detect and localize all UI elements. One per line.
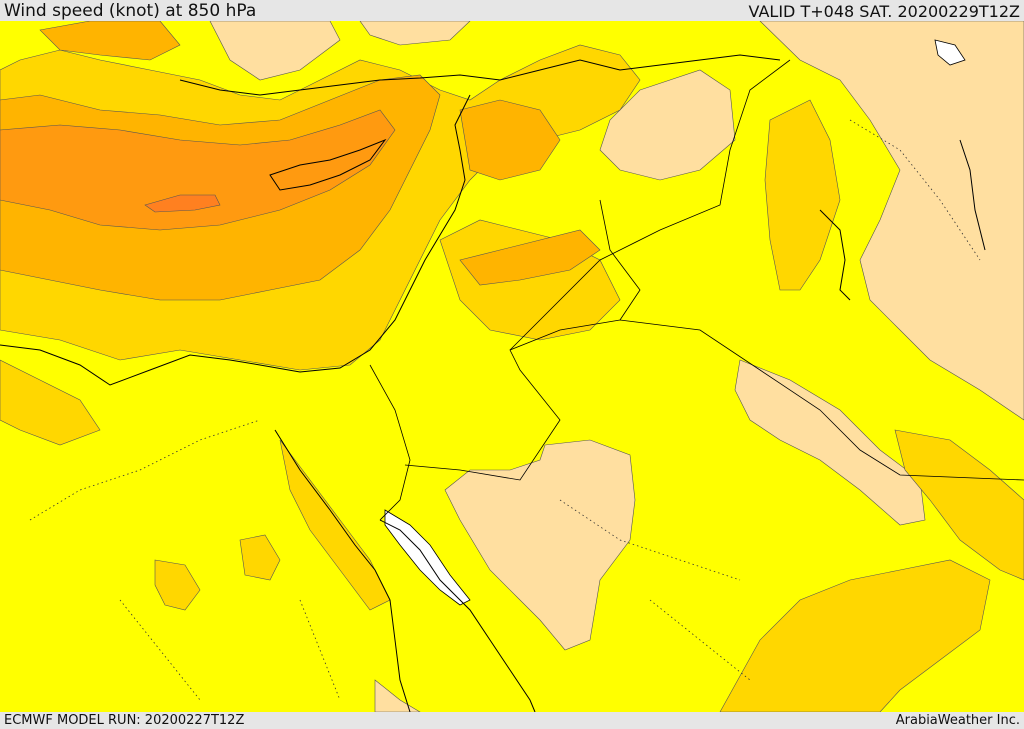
border-saudi-north (404, 319, 1024, 481)
gold-area-libya (0, 359, 101, 446)
borders (369, 59, 1024, 521)
footer-bar: ECMWF MODEL RUN: 20200227T12Z ArabiaWeat… (0, 712, 1024, 729)
border-syria-iraq (509, 59, 791, 351)
coastlines (0, 54, 986, 712)
light-wind-areas (209, 21, 1024, 712)
coastline-caspian-south (959, 139, 986, 251)
border-egypt-israel (369, 364, 411, 521)
orange-area-lebanon (459, 99, 561, 181)
map-title: Wind speed (knot) at 850 hPa (4, 1, 257, 21)
light-area-east (734, 359, 926, 526)
light-area-northeast (759, 21, 1024, 421)
valid-time-label: VALID T+048 SAT. 20200229T12Z (748, 2, 1020, 21)
header-bar: Wind speed (knot) at 850 hPa VALID T+048… (0, 0, 1024, 21)
white-area-caspian (934, 39, 966, 66)
model-run-label: ECMWF MODEL RUN: 20200227T12Z (4, 713, 245, 728)
coastline-red-sea-east (379, 519, 536, 712)
light-area-saudi-north (444, 439, 636, 651)
dotted-boundary-4 (649, 599, 751, 681)
light-area-iraq-west (599, 69, 736, 181)
orange-area-syria (459, 229, 601, 286)
coastline-gulf-north (819, 209, 851, 301)
light-area-south (374, 679, 421, 712)
border-jordan (599, 199, 641, 321)
gold-area-iraq (764, 99, 841, 291)
dotted-boundary-2 (559, 499, 741, 581)
white-area-red-sea-north (384, 509, 471, 606)
dotted-boundary-1 (29, 419, 261, 521)
deep-orange-core (0, 109, 396, 231)
map-canvas (0, 21, 1024, 712)
gold-area-egypt-2 (239, 534, 281, 581)
deep-orange-wind-areas (0, 109, 396, 231)
gold-area-gulf (894, 429, 1024, 581)
orange-area-aegean (39, 21, 181, 61)
strongest-wind-areas (144, 194, 221, 213)
coastline-levant (0, 94, 471, 386)
light-area-turkey-north (359, 21, 471, 46)
gold-area-egypt (154, 559, 201, 611)
dotted-boundary-3 (849, 119, 981, 261)
coastline-cyprus (269, 138, 387, 191)
credit-label: ArabiaWeather Inc. (895, 713, 1020, 728)
gold-area-gulf-of-suez (279, 439, 391, 611)
internal-boundaries (29, 119, 981, 701)
no-data-areas (384, 39, 966, 606)
light-area-turkey (209, 21, 341, 81)
wind-speed-map[interactable] (0, 21, 1024, 712)
coastline-red-sea-west (274, 429, 411, 712)
strongest-spot (144, 194, 221, 213)
coastline-turkey (179, 54, 781, 96)
dotted-boundary-5 (119, 599, 201, 701)
gold-area-saudi-south (719, 559, 991, 712)
